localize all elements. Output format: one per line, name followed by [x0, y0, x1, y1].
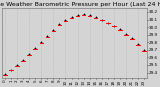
Title: Milwaukee Weather Barometric Pressure per Hour (Last 24 Hours): Milwaukee Weather Barometric Pressure pe… [0, 2, 160, 7]
